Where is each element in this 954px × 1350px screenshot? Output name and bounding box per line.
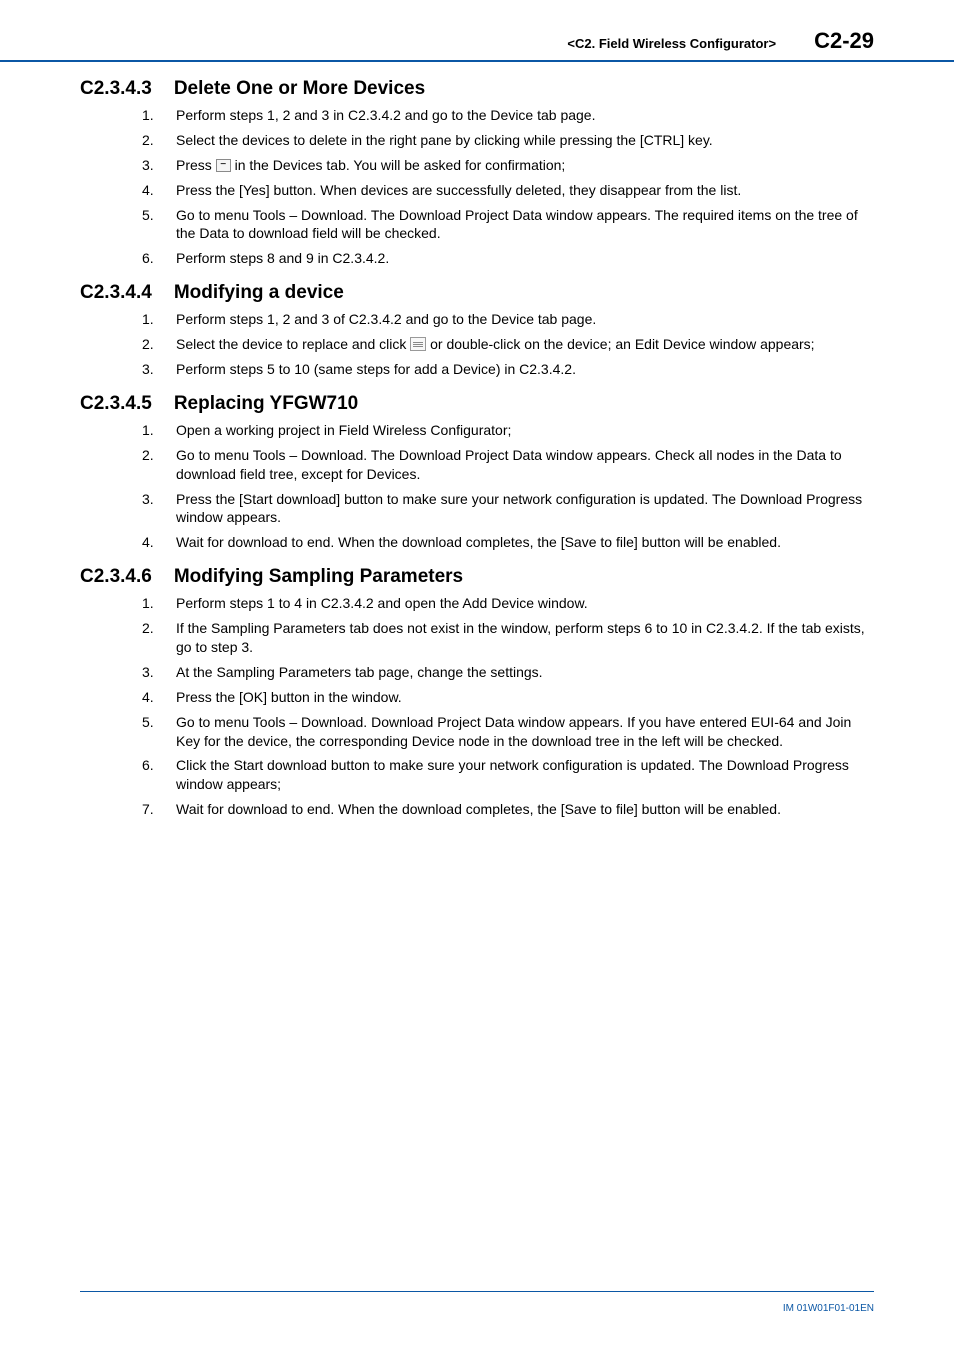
step-number: 1.	[142, 106, 176, 125]
step-text: Go to menu Tools – Download. The Downloa…	[176, 446, 874, 484]
step-number: 6.	[142, 249, 176, 268]
section-number: C2.3.4.4	[80, 282, 152, 303]
step-number: 4.	[142, 533, 176, 552]
step-text: Select the device to replace and click o…	[176, 335, 874, 354]
section-heading: C2.3.4.5 Replacing YFGW710	[80, 393, 874, 415]
section-steps: 1.Perform steps 1 to 4 in C2.3.4.2 and o…	[80, 594, 874, 819]
section-number: C2.3.4.6	[80, 566, 152, 587]
step-item: 3.Press − in the Devices tab. You will b…	[142, 156, 874, 175]
step-item: 2.Go to menu Tools – Download. The Downl…	[142, 446, 874, 484]
section-heading: C2.3.4.4 Modifying a device	[80, 282, 874, 304]
step-text: Wait for download to end. When the downl…	[176, 800, 874, 819]
section-title-text: Modifying a device	[174, 282, 344, 303]
section-title-text: Replacing YFGW710	[174, 393, 358, 414]
step-text: Perform steps 1, 2 and 3 in C2.3.4.2 and…	[176, 106, 874, 125]
page-content: C2.3.4.3Delete One or More Devices1.Perf…	[0, 62, 954, 819]
section-steps: 1.Open a working project in Field Wirele…	[80, 421, 874, 552]
section-steps: 1.Perform steps 1, 2 and 3 in C2.3.4.2 a…	[80, 106, 874, 268]
step-number: 5.	[142, 713, 176, 751]
step-text: At the Sampling Parameters tab page, cha…	[176, 663, 874, 682]
page-number: C2-29	[814, 28, 874, 54]
section-heading: C2.3.4.6 Modifying Sampling Parameters	[80, 566, 874, 588]
step-number: 4.	[142, 688, 176, 707]
step-text: Go to menu Tools – Download. The Downloa…	[176, 206, 874, 244]
step-item: 3.Press the [Start download] button to m…	[142, 490, 874, 528]
step-text: Press the [Yes] button. When devices are…	[176, 181, 874, 200]
step-text: If the Sampling Parameters tab does not …	[176, 619, 874, 657]
step-text-post: in the Devices tab. You will be asked fo…	[231, 157, 566, 173]
step-text: Open a working project in Field Wireless…	[176, 421, 874, 440]
step-item: 5.Go to menu Tools – Download. Download …	[142, 713, 874, 751]
step-text: Click the Start download button to make …	[176, 756, 874, 794]
step-number: 3.	[142, 360, 176, 379]
step-item: 2.If the Sampling Parameters tab does no…	[142, 619, 874, 657]
step-item: 4.Wait for download to end. When the dow…	[142, 533, 874, 552]
step-number: 1.	[142, 594, 176, 613]
step-item: 6.Click the Start download button to mak…	[142, 756, 874, 794]
step-text: Wait for download to end. When the downl…	[176, 533, 874, 552]
step-item: 2.Select the devices to delete in the ri…	[142, 131, 874, 150]
step-text: Press − in the Devices tab. You will be …	[176, 156, 874, 175]
step-text: Perform steps 1, 2 and 3 of C2.3.4.2 and…	[176, 310, 874, 329]
step-item: 5.Go to menu Tools – Download. The Downl…	[142, 206, 874, 244]
step-number: 1.	[142, 421, 176, 440]
step-number: 2.	[142, 335, 176, 354]
step-number: 3.	[142, 490, 176, 528]
footer-doc-id: IM 01W01F01-01EN	[783, 1303, 874, 1314]
section-title-text: Delete One or More Devices	[174, 78, 425, 99]
step-item: 1.Perform steps 1 to 4 in C2.3.4.2 and o…	[142, 594, 874, 613]
section-heading: C2.3.4.3 Delete One or More Devices	[80, 78, 874, 100]
step-number: 4.	[142, 181, 176, 200]
step-item: 2.Select the device to replace and click…	[142, 335, 874, 354]
step-text: Go to menu Tools – Download. Download Pr…	[176, 713, 874, 751]
step-item: 4.Press the [OK] button in the window.	[142, 688, 874, 707]
step-text-post: or double-click on the device; an Edit D…	[426, 336, 814, 352]
step-item: 6.Perform steps 8 and 9 in C2.3.4.2.	[142, 249, 874, 268]
step-number: 5.	[142, 206, 176, 244]
step-text-pre: Select the device to replace and click	[176, 336, 410, 352]
section-number: C2.3.4.3	[80, 78, 152, 99]
step-text: Perform steps 5 to 10 (same steps for ad…	[176, 360, 874, 379]
step-item: 7.Wait for download to end. When the dow…	[142, 800, 874, 819]
page-header: <C2. Field Wireless Configurator> C2-29	[0, 0, 954, 62]
step-number: 1.	[142, 310, 176, 329]
step-text: Perform steps 1 to 4 in C2.3.4.2 and ope…	[176, 594, 874, 613]
step-item: 1.Open a working project in Field Wirele…	[142, 421, 874, 440]
step-number: 2.	[142, 131, 176, 150]
page-footer: IM 01W01F01-01EN	[80, 1291, 874, 1316]
step-text: Press the [OK] button in the window.	[176, 688, 874, 707]
minus-icon: −	[216, 159, 231, 172]
step-number: 2.	[142, 446, 176, 484]
step-number: 6.	[142, 756, 176, 794]
list-icon	[410, 337, 426, 351]
step-item: 3.At the Sampling Parameters tab page, c…	[142, 663, 874, 682]
section-number: C2.3.4.5	[80, 393, 152, 414]
step-number: 3.	[142, 156, 176, 175]
step-item: 4.Press the [Yes] button. When devices a…	[142, 181, 874, 200]
step-text: Select the devices to delete in the righ…	[176, 131, 874, 150]
step-text: Perform steps 8 and 9 in C2.3.4.2.	[176, 249, 874, 268]
step-item: 1.Perform steps 1, 2 and 3 of C2.3.4.2 a…	[142, 310, 874, 329]
section-title-text: Modifying Sampling Parameters	[174, 566, 463, 587]
step-item: 3.Perform steps 5 to 10 (same steps for …	[142, 360, 874, 379]
step-text: Press the [Start download] button to mak…	[176, 490, 874, 528]
section-steps: 1.Perform steps 1, 2 and 3 of C2.3.4.2 a…	[80, 310, 874, 379]
step-number: 7.	[142, 800, 176, 819]
step-text-pre: Press	[176, 157, 216, 173]
step-item: 1.Perform steps 1, 2 and 3 in C2.3.4.2 a…	[142, 106, 874, 125]
step-number: 3.	[142, 663, 176, 682]
header-breadcrumb: <C2. Field Wireless Configurator>	[80, 36, 776, 51]
step-number: 2.	[142, 619, 176, 657]
